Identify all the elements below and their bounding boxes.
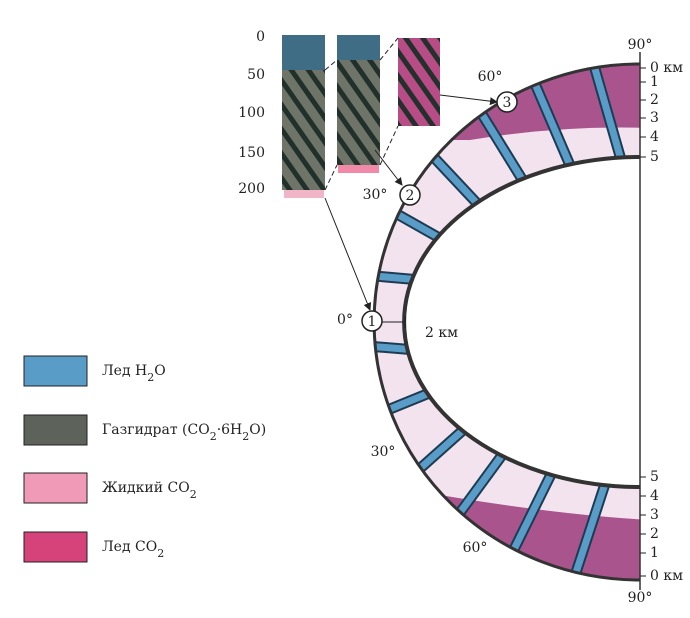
site-marker	[361, 310, 383, 332]
depth-label: 0	[256, 29, 265, 45]
legend-label: Газгидрат (CO2·6H2O)	[102, 422, 266, 443]
legend-label: Лед CO2	[102, 539, 164, 560]
site-label: 3	[503, 95, 512, 111]
latitude-label: 60°	[463, 540, 488, 556]
legend-label: Жидкий CO2	[102, 480, 197, 501]
site-marker	[399, 184, 421, 206]
depth-label: 50	[247, 67, 265, 83]
legend-text: O	[154, 363, 165, 379]
legend-text: 2	[190, 488, 197, 501]
legend-swatch	[23, 355, 88, 387]
thickness-label: 3	[650, 110, 659, 126]
legend-swatch	[23, 414, 88, 446]
thickness-label: 3	[650, 507, 659, 523]
latitude-label: 30°	[371, 444, 396, 460]
legend-text: ·6H	[217, 422, 243, 438]
thickness-label: 0 км	[650, 568, 683, 584]
thickness-label: 4	[650, 488, 659, 504]
legend-text: Жидкий CO	[102, 480, 190, 496]
legend-swatch	[23, 472, 88, 504]
ice-stripe	[527, 72, 579, 180]
site-label: 2	[406, 188, 415, 204]
scale-bar-label: 2 км	[425, 325, 458, 341]
legend-text: 2	[147, 371, 154, 384]
legend-text: 2	[242, 430, 249, 443]
legend-text: O)	[249, 422, 266, 438]
latitude-label: 0°	[337, 312, 353, 328]
thickness-label: 2	[650, 526, 659, 542]
ice-stripe	[472, 101, 533, 194]
depth-label: 150	[238, 145, 265, 161]
ice-stripe	[505, 459, 561, 562]
site-marker	[496, 91, 518, 113]
ice-stripe	[374, 342, 425, 355]
thickness-label: 2	[650, 92, 659, 108]
site-label: 1	[368, 314, 377, 330]
legend-label: Лед H2O	[102, 363, 166, 384]
latitude-label: 90°	[628, 37, 653, 53]
ice-stripe	[588, 64, 629, 174]
latitude-label: 90°	[628, 590, 653, 606]
thickness-label: 5	[650, 149, 659, 165]
depth-label: 200	[238, 181, 265, 197]
latitude-label: 60°	[478, 69, 503, 85]
thickness-label: 5	[650, 469, 659, 485]
ice-stripe	[374, 271, 429, 285]
thickness-label: 0 км	[650, 60, 683, 76]
legend-text: 2	[157, 547, 164, 560]
legend-text: Лед H	[102, 363, 147, 379]
legend-swatch	[23, 531, 88, 563]
columns	[282, 35, 498, 328]
legend-text: Газгидрат (CO	[102, 422, 210, 438]
legend-text: Лед CO	[102, 539, 157, 555]
thickness-label: 4	[650, 129, 659, 145]
ice-stripe	[568, 469, 613, 580]
legend-text: 2	[210, 430, 217, 443]
latitude-label: 30°	[363, 187, 388, 203]
thickness-label: 1	[650, 74, 659, 90]
thickness-label: 1	[650, 545, 659, 561]
depth-label: 100	[238, 105, 265, 121]
